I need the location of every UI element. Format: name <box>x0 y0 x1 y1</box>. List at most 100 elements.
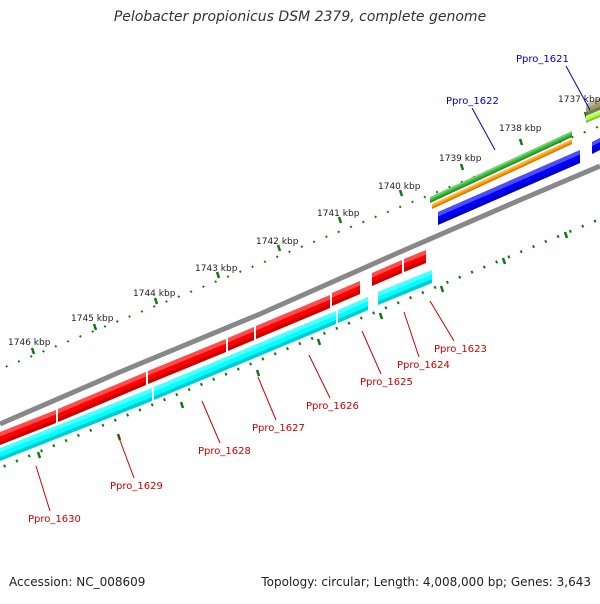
scale-tick <box>115 320 119 323</box>
cds-reverse-6-shadow <box>332 290 360 306</box>
inner-tick <box>322 331 326 336</box>
inner-tick <box>507 255 511 259</box>
feature-track-lime-shadow <box>586 114 600 123</box>
inner-tick <box>384 306 388 310</box>
gene-reverse-4 <box>378 270 432 305</box>
inner-tick <box>138 408 142 412</box>
inner-tick <box>310 336 314 341</box>
cds-reverse-6 <box>332 281 360 306</box>
gene-label-reverse: Ppro_1625 <box>360 377 413 388</box>
inner-tick <box>581 224 585 228</box>
inner-tick <box>273 352 277 356</box>
scale-tick <box>337 230 341 234</box>
leader-line <box>429 300 455 342</box>
cds-reverse-2-shadow <box>58 381 146 422</box>
gene-reverse-3-shadow <box>338 306 368 323</box>
gene-label-forward: Ppro_1622 <box>446 96 499 107</box>
scale-label: 1742 kbp <box>256 237 299 247</box>
inner-tick <box>175 392 179 397</box>
inner-tick <box>396 301 400 305</box>
inner-tick <box>470 270 474 274</box>
inner-tick <box>224 372 228 376</box>
scale-tick <box>189 290 193 293</box>
scale-tick <box>411 200 414 204</box>
leader-line <box>403 311 420 358</box>
scale-tick <box>29 354 33 358</box>
inner-tick <box>150 403 154 407</box>
cds-reverse-2 <box>58 372 146 422</box>
inner-tick <box>261 357 265 361</box>
inner-tick <box>556 234 560 239</box>
inner-tick <box>359 316 363 320</box>
scale-tick <box>103 325 107 328</box>
scale-major-tick <box>30 347 36 355</box>
inner-tick <box>27 454 31 458</box>
scale-tick <box>177 295 181 298</box>
gene-reverse-2-highlight <box>154 311 336 392</box>
inner-major-tick <box>378 312 384 320</box>
cds-reverse-7-shadow <box>372 269 402 286</box>
scale-label: 1738 kbp <box>499 124 542 134</box>
scale-tick <box>312 240 316 244</box>
cds-reverse-8-highlight <box>404 250 426 264</box>
feature-track-green <box>430 131 572 203</box>
feature-track-orange-shadow <box>432 142 572 209</box>
scale-tick <box>583 130 587 134</box>
gene-label-forward: Ppro_1621 <box>516 54 569 65</box>
gene-reverse-1 <box>0 388 152 461</box>
cds-reverse-3 <box>148 339 226 384</box>
scale-tick <box>374 215 377 219</box>
inner-tick <box>52 443 56 448</box>
inner-major-tick <box>179 401 185 409</box>
cds-reverse-1-highlight <box>0 410 56 437</box>
scale-tick <box>398 205 402 209</box>
scale-tick <box>448 185 451 189</box>
genome-meta-text: Topology: circular; Length: 4,008,000 bp… <box>261 575 591 589</box>
inner-major-tick <box>255 369 261 377</box>
gene-label-reverse: Ppro_1630 <box>28 514 81 525</box>
inner-tick <box>347 321 351 325</box>
inner-tick <box>39 449 44 453</box>
inner-tick <box>3 464 7 468</box>
inner-tick <box>593 219 597 223</box>
cds-forward-ppro-1621-highlight <box>592 138 600 147</box>
inner-tick <box>458 275 462 279</box>
inner-tick <box>76 433 80 438</box>
cds-reverse-8 <box>404 250 426 272</box>
cds-reverse-3-shadow <box>148 348 226 384</box>
inner-tick <box>212 377 216 381</box>
cds-reverse-7-highlight <box>372 260 402 278</box>
gene-reverse-2 <box>154 311 336 400</box>
feature-track-orange-highlight <box>432 139 572 206</box>
scale-label: 1739 kbp <box>439 154 482 164</box>
inner-tick <box>113 418 117 422</box>
scale-tick <box>263 260 267 264</box>
inner-tick <box>568 229 572 233</box>
inner-tick <box>408 295 413 300</box>
scale-tick <box>595 125 599 129</box>
inner-tick <box>15 459 19 463</box>
gene-label-reverse: Ppro_1623 <box>434 344 487 355</box>
inner-tick <box>544 239 548 244</box>
scale-tick <box>226 275 230 279</box>
scale-major-tick <box>215 271 221 279</box>
cds-forward-ppro-1621 <box>592 138 600 154</box>
feature-layer <box>0 98 600 461</box>
feature-track-orange <box>432 139 572 209</box>
scale-tick <box>152 305 156 308</box>
scale-tick <box>66 340 70 343</box>
leader-line <box>308 354 331 399</box>
scale-label: 1745 kbp <box>71 314 114 324</box>
scale-tick <box>42 350 45 353</box>
gene-reverse-3-highlight <box>338 297 368 315</box>
accession-text: Accession: NC_008609 <box>9 575 146 589</box>
leader-line <box>35 465 51 512</box>
inner-tick <box>372 311 376 315</box>
feature-track-olive-shadow <box>586 106 600 116</box>
cds-reverse-4-highlight <box>228 327 254 343</box>
inner-tick <box>162 398 167 402</box>
scale-major-tick <box>398 189 404 197</box>
inner-major-tick <box>563 231 569 239</box>
